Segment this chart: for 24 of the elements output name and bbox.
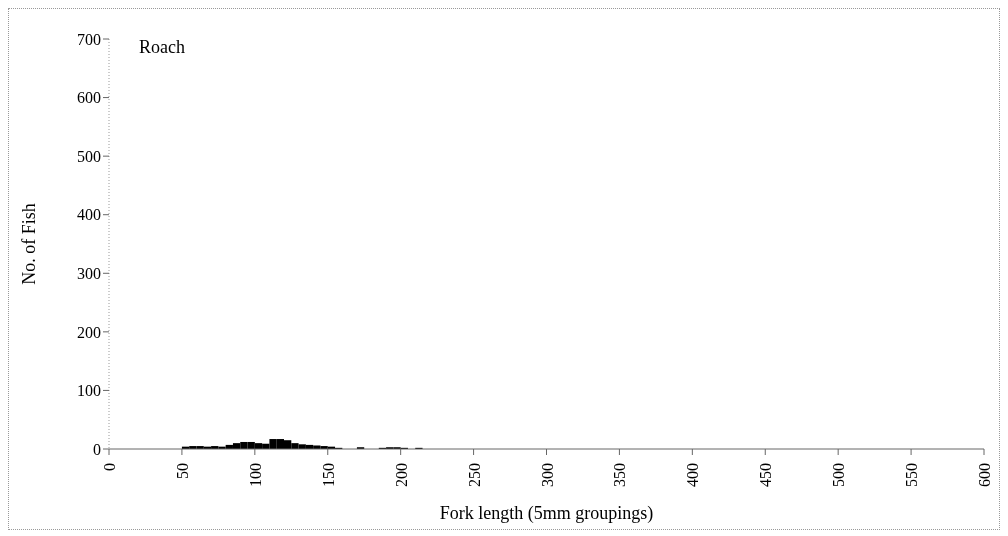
x-tick-label: 50	[173, 463, 191, 479]
chart-title: Roach	[139, 37, 185, 58]
x-tick-label: 0	[101, 463, 118, 471]
x-axis-title: Fork length (5mm groupings)	[439, 503, 654, 524]
x-tick-label: 300	[538, 463, 556, 487]
x-tick-label: 450	[757, 463, 775, 487]
y-tick-label: 0	[93, 440, 101, 458]
y-tick-label: 700	[77, 30, 101, 48]
y-tick-label: 200	[77, 323, 101, 341]
y-tick-label: 500	[77, 147, 101, 165]
x-tick-label: 100	[246, 463, 264, 487]
x-tick-label: 550	[903, 463, 921, 487]
x-tick-label: 600	[976, 463, 993, 487]
x-tick-label: 250	[465, 463, 483, 487]
x-tick-label: 400	[684, 463, 702, 487]
x-tick-label: 350	[611, 463, 629, 487]
y-tick-label: 300	[77, 264, 101, 282]
x-tick-label: 500	[830, 463, 848, 487]
y-tick-label: 100	[77, 382, 101, 400]
x-tick-label: 200	[392, 463, 410, 487]
y-tick-label: 400	[77, 206, 101, 224]
y-axis-title: No. of Fish	[19, 203, 40, 285]
x-tick-label: 150	[319, 463, 337, 487]
y-tick-label: 600	[77, 89, 101, 107]
